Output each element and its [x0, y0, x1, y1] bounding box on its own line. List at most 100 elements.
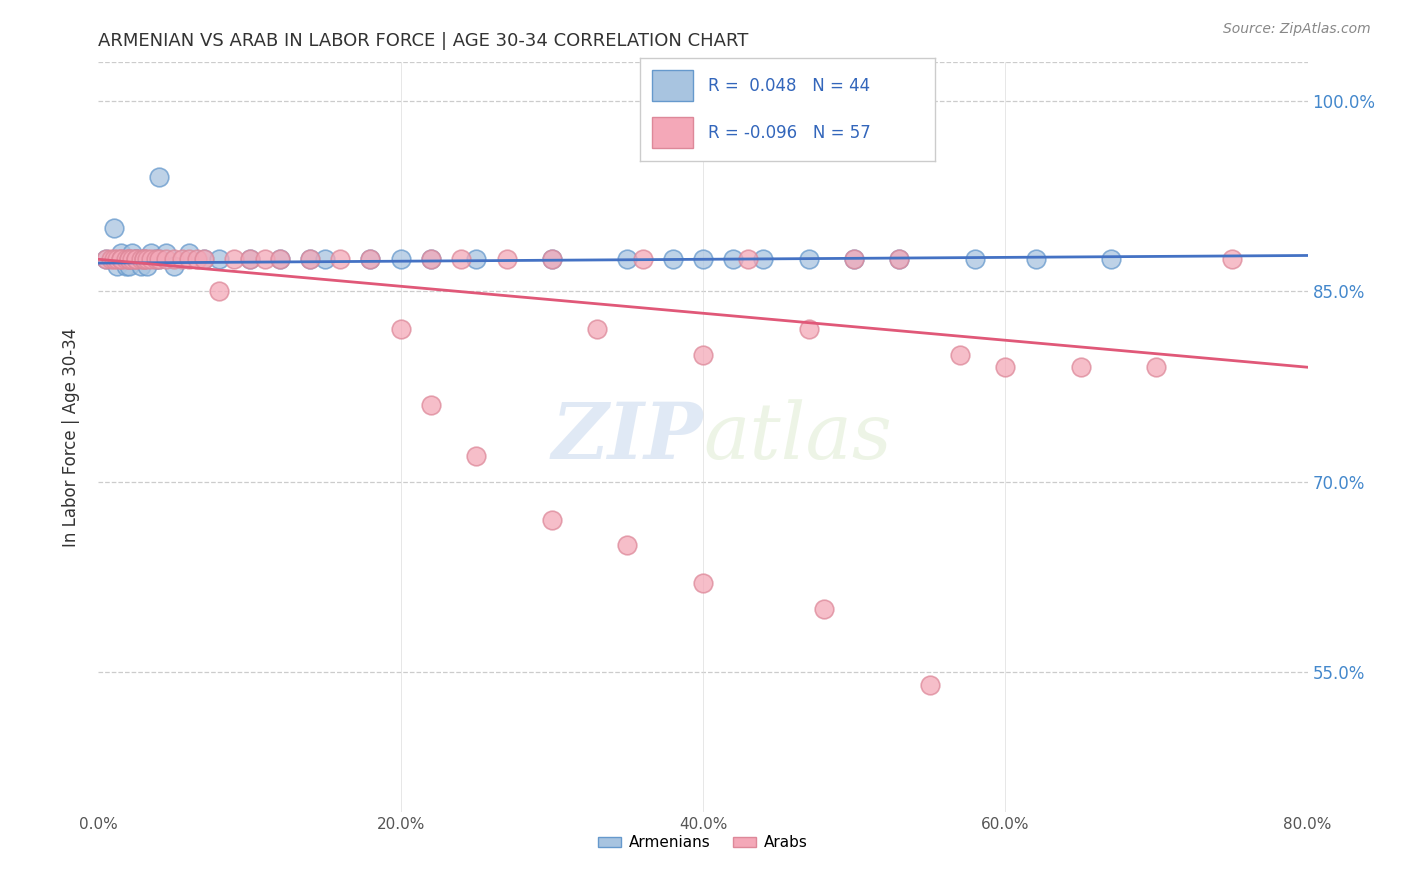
Point — [329, 252, 352, 267]
Point — [132, 252, 155, 267]
Point — [179, 252, 201, 267]
Point — [360, 252, 382, 267]
Point — [692, 252, 714, 267]
Point — [145, 252, 167, 267]
Point — [269, 252, 291, 267]
Point — [148, 252, 170, 267]
Point — [145, 252, 167, 267]
Bar — [651, 70, 693, 101]
Point — [105, 252, 128, 267]
Point — [540, 513, 562, 527]
Point — [889, 252, 911, 267]
Point — [737, 252, 759, 267]
Text: ARMENIAN VS ARAB IN LABOR FORCE | AGE 30-34 CORRELATION CHART: ARMENIAN VS ARAB IN LABOR FORCE | AGE 30… — [98, 32, 749, 50]
Point — [389, 252, 412, 267]
Point — [125, 252, 148, 267]
Point — [360, 252, 382, 267]
Point — [129, 259, 152, 273]
Point — [103, 252, 125, 267]
Point — [1220, 252, 1243, 267]
Text: Source: ZipAtlas.com: Source: ZipAtlas.com — [1223, 22, 1371, 37]
Point — [813, 601, 835, 615]
Point — [179, 246, 201, 260]
Point — [465, 252, 488, 267]
Point — [420, 252, 443, 267]
Point — [155, 252, 177, 267]
Point — [1024, 252, 1046, 267]
Point — [420, 252, 443, 267]
Text: atlas: atlas — [703, 399, 891, 475]
Point — [94, 252, 117, 267]
Point — [132, 252, 155, 267]
Point — [105, 259, 128, 273]
Point — [114, 259, 136, 273]
Point — [121, 252, 143, 267]
Point — [389, 322, 412, 336]
Point — [110, 246, 132, 260]
Point — [163, 259, 186, 273]
Point — [110, 252, 132, 267]
Point — [129, 252, 152, 267]
Bar — [651, 118, 693, 148]
Point — [844, 252, 866, 267]
Point — [239, 252, 262, 267]
Point — [540, 252, 562, 267]
Point — [118, 252, 141, 267]
Point — [110, 252, 132, 267]
Point — [616, 538, 638, 552]
Point — [94, 252, 117, 267]
Point — [135, 259, 157, 273]
Point — [420, 398, 443, 412]
Point — [889, 252, 911, 267]
Point — [208, 252, 231, 267]
Point — [100, 252, 122, 267]
Text: R = -0.096   N = 57: R = -0.096 N = 57 — [707, 124, 870, 142]
Point — [844, 252, 866, 267]
Point — [965, 252, 987, 267]
Point — [723, 252, 745, 267]
Point — [148, 252, 170, 267]
Point — [797, 252, 820, 267]
Point — [253, 252, 276, 267]
Point — [208, 284, 231, 298]
Point — [752, 252, 775, 267]
Point — [299, 252, 322, 267]
Point — [148, 169, 170, 184]
Point — [121, 246, 143, 260]
Point — [314, 252, 336, 267]
Point — [141, 252, 163, 267]
Point — [1144, 360, 1167, 375]
Point — [132, 252, 155, 267]
Point — [918, 678, 941, 692]
Point — [118, 252, 141, 267]
Point — [239, 252, 262, 267]
Point — [1070, 360, 1092, 375]
Point — [193, 252, 215, 267]
Point — [114, 252, 136, 267]
Point — [661, 252, 683, 267]
Text: ZIP: ZIP — [551, 399, 703, 475]
Point — [586, 322, 609, 336]
Point — [540, 252, 562, 267]
Point — [135, 252, 157, 267]
Point — [103, 220, 125, 235]
Point — [170, 252, 193, 267]
Legend: Armenians, Arabs: Armenians, Arabs — [592, 830, 814, 856]
Point — [631, 252, 654, 267]
Point — [193, 252, 215, 267]
Point — [118, 259, 141, 273]
Point — [155, 246, 177, 260]
Point — [110, 252, 132, 267]
Point — [616, 252, 638, 267]
Point — [141, 246, 163, 260]
Point — [495, 252, 517, 267]
Text: R =  0.048   N = 44: R = 0.048 N = 44 — [707, 77, 870, 95]
Point — [118, 252, 141, 267]
Point — [692, 576, 714, 591]
Point — [132, 252, 155, 267]
Point — [450, 252, 472, 267]
Point — [125, 252, 148, 267]
Point — [692, 347, 714, 361]
Point — [797, 322, 820, 336]
Point — [299, 252, 322, 267]
